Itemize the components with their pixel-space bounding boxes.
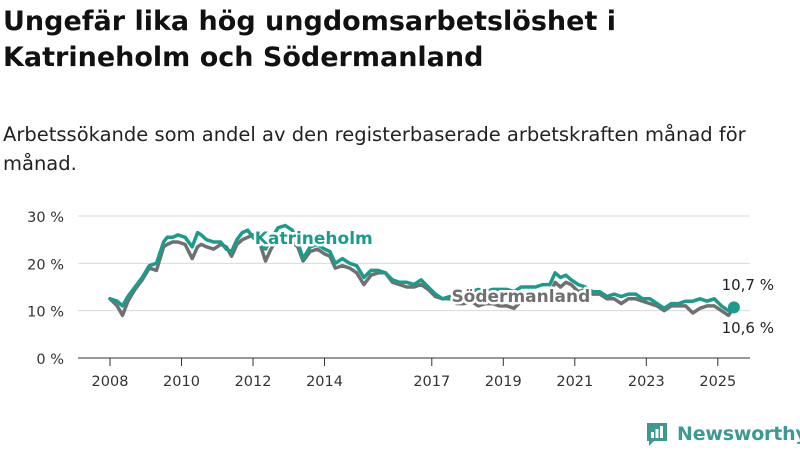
chart-title: Ungefär lika hög ungdomsarbetslöshet i K… — [3, 6, 617, 73]
end-value-sodermanland-halo: 10,6 % — [722, 319, 774, 337]
x-tick-label: 2019 — [485, 374, 522, 390]
x-tick-label: 2021 — [556, 374, 593, 390]
newsworthy-logo-icon — [647, 423, 667, 446]
series-label-sodermanland-halo: Södermanland — [451, 287, 590, 307]
end-value-katrineholm-halo: 10,7 % — [722, 276, 774, 294]
series-label-katrineholm-halo: Katrineholm — [255, 229, 373, 249]
end-value-katrineholm: 10,7 % — [722, 276, 774, 294]
y-tick-label: 20 % — [27, 257, 64, 273]
series-line-södermanland — [108, 233, 736, 318]
series-label-katrineholm: Katrineholm — [255, 229, 373, 249]
series-line-katrineholm — [108, 223, 736, 313]
x-tick-label: 2014 — [306, 374, 343, 390]
x-tick-label: 2010 — [163, 374, 200, 390]
y-tick-label: 10 % — [27, 305, 64, 321]
x-tick-label: 2025 — [699, 374, 736, 390]
chart-subtitle: Arbetssökande som andel av den registerb… — [3, 123, 746, 175]
newsworthy-brand: Newsworthy — [645, 419, 800, 449]
x-tick-label: 2023 — [628, 374, 665, 390]
x-tick-label: 2008 — [92, 374, 129, 390]
brand-name: Newsworthy — [677, 423, 800, 445]
series-label-sodermanland: Södermanland — [451, 287, 590, 307]
y-tick-label: 0 % — [36, 352, 64, 368]
y-tick-label: 30 % — [27, 210, 64, 226]
end-value-sodermanland: 10,6 % — [722, 319, 774, 337]
end-point-marker — [727, 301, 740, 314]
x-tick-label: 2017 — [413, 374, 450, 390]
x-tick-label: 2012 — [235, 374, 272, 390]
